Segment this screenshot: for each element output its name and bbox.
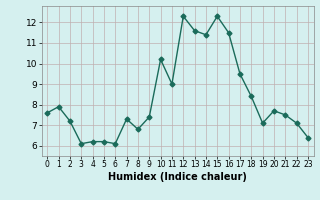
X-axis label: Humidex (Indice chaleur): Humidex (Indice chaleur) bbox=[108, 172, 247, 182]
